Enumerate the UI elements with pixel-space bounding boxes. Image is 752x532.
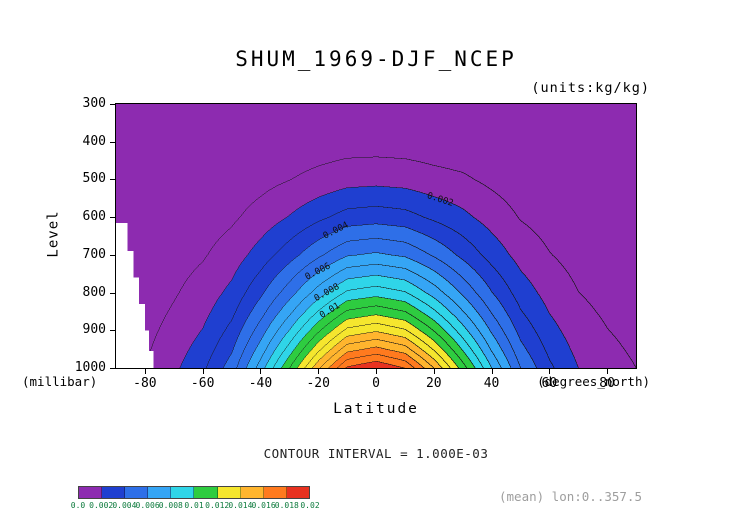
x-tick-label: -80 — [133, 376, 157, 391]
colorbar-cell — [125, 487, 149, 498]
colorbar-tick-label: 0.008 — [158, 501, 183, 510]
colorbar-cell — [171, 487, 195, 498]
x-tick-mark — [376, 368, 377, 374]
y-tick-mark — [110, 254, 116, 256]
y-axis-unit-label: (millibar) — [22, 374, 98, 389]
colorbar-tick-label: 0.02 — [300, 501, 320, 510]
y-tick-mark — [110, 330, 116, 332]
contour-interval-note: CONTOUR INTERVAL = 1.000E-03 — [263, 446, 489, 461]
colorbar-cell — [217, 487, 241, 498]
y-tick-label: 600 — [82, 208, 106, 224]
y-tick-mark — [110, 292, 116, 294]
colorbar-tick-label: 0.018 — [274, 501, 299, 510]
x-tick-label: 60 — [541, 376, 558, 391]
y-tick-label: 400 — [82, 133, 106, 149]
mean-note: (mean) lon:0..357.5 — [499, 489, 642, 504]
x-tick-mark — [549, 368, 551, 374]
y-tick-label: 1000 — [74, 359, 106, 375]
colorbar-labels: 0.0 0.002 0.004 0.006 0.008 0.01 0.012 0.014 0.0… — [71, 501, 320, 512]
y-axis-title: Level — [45, 210, 62, 258]
x-axis-title: Latitude — [333, 401, 419, 417]
y-tick-label: 900 — [82, 322, 106, 338]
x-tick-mark — [144, 368, 146, 374]
x-tick-label: 40 — [483, 376, 500, 391]
x-tick-label: 80 — [599, 376, 615, 391]
y-tick-mark — [110, 104, 116, 105]
x-tick-mark — [202, 368, 204, 374]
plot-area: -80 -60 -40 -20 0 20 40 60 80 300 400 500 600 700 800 9… — [75, 96, 637, 391]
x-tick-label: 0 — [372, 376, 380, 391]
y-tick-mark — [110, 368, 116, 369]
x-tick-label: 20 — [425, 376, 442, 391]
colorbar-cell — [240, 487, 264, 498]
y-tick-label: 700 — [82, 246, 106, 262]
x-tick-mark — [260, 368, 262, 374]
x-tick-label: -60 — [190, 376, 215, 391]
y-tick-label: 500 — [82, 171, 106, 187]
colorbar-tick-label: 0.006 — [135, 501, 160, 510]
x-tick-mark — [318, 368, 320, 374]
x-axis-unit-label: (degrees_north) — [537, 374, 650, 389]
y-tick-label: 300 — [82, 95, 106, 111]
colorbar-tick-label: 0.016 — [251, 501, 276, 510]
colorbar-tick-label: 0.002 — [89, 501, 114, 510]
colorbar-tick-label: 0.0 — [70, 501, 86, 510]
x-tick-mark — [607, 368, 609, 374]
y-tick-mark — [110, 141, 116, 143]
colorbar-cell — [79, 487, 103, 498]
colorbar-cell — [148, 487, 172, 498]
colorbar-cell — [263, 487, 287, 498]
x-tick-label: -40 — [248, 376, 273, 391]
colorbar-tick-label: 0.004 — [112, 501, 137, 510]
x-tick-mark — [433, 368, 435, 374]
colorbar-cell — [286, 487, 309, 498]
colorbar — [78, 486, 310, 499]
y-tick-label: 800 — [82, 284, 106, 300]
x-tick-mark — [491, 368, 493, 374]
colorbar-cell — [102, 487, 126, 498]
x-tick-label: -20 — [306, 376, 330, 391]
colorbar-tick-label: 0.012 — [205, 501, 230, 510]
y-tick-mark — [110, 217, 116, 219]
contour-canvas — [116, 104, 636, 368]
colorbar-tick-label: 0.01 — [184, 501, 204, 510]
plot-title: SHUM_1969-DJF_NCEP — [235, 47, 517, 71]
units-label: (units:kg/kg) — [531, 80, 650, 96]
colorbar-cell — [194, 487, 218, 498]
y-tick-mark — [110, 179, 116, 181]
colorbar-tick-label: 0.014 — [228, 501, 253, 510]
